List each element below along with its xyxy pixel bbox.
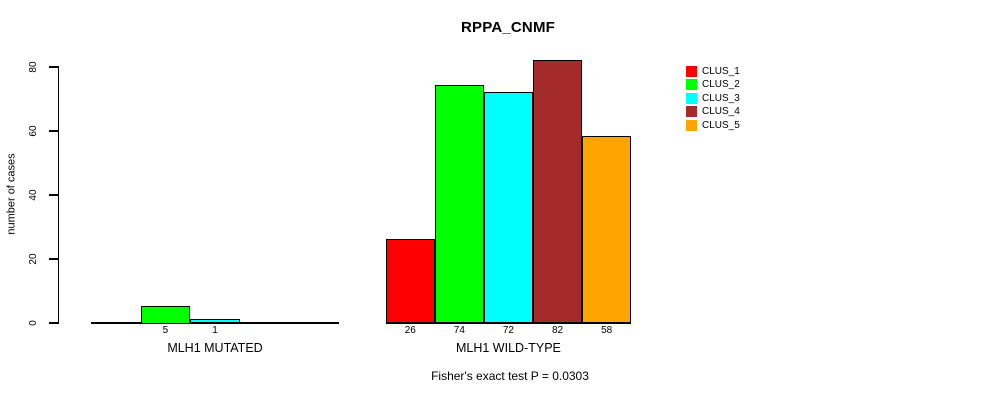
fisher-test-annotation: Fisher's exact test P = 0.0303: [431, 369, 589, 383]
bar-value-label: 82: [551, 325, 564, 336]
legend-entry: CLUS_4: [686, 106, 740, 118]
legend-entry: CLUS_2: [686, 79, 740, 91]
bar-value-label: 26: [404, 325, 416, 336]
bar-clus_3: [190, 318, 240, 324]
bar-value-label: 1: [212, 325, 218, 336]
legend-swatch: [686, 106, 697, 118]
legend-label: CLUS_4: [702, 106, 740, 118]
y-tick-label: 20: [28, 253, 39, 265]
legend-entry: CLUS_1: [686, 66, 740, 78]
bar-value-label: 74: [453, 325, 465, 336]
y-tick: [49, 66, 59, 68]
group-label: MLH1 WILD-TYPE: [455, 341, 561, 355]
y-tick: [49, 258, 59, 260]
legend-swatch: [686, 92, 697, 104]
legend-label: CLUS_1: [702, 66, 740, 77]
bar-clus_3: [483, 91, 533, 324]
legend-swatch: [686, 79, 697, 91]
y-tick: [49, 322, 59, 324]
group-label: MLH1 MUTATED: [167, 341, 263, 355]
bar-value-label: 72: [502, 325, 514, 336]
bar-clus_4: [533, 59, 583, 324]
bar-clus_2: [434, 85, 484, 324]
bar-clus_5: [582, 136, 632, 324]
bar-clus_1: [385, 238, 435, 324]
legend-swatch: [686, 119, 697, 131]
legend-entry: CLUS_5: [686, 119, 740, 131]
y-tick-label: 60: [28, 125, 39, 137]
bar-value-label: 5: [162, 325, 169, 336]
y-tick: [49, 194, 59, 196]
bar-value-label: 58: [601, 325, 613, 336]
legend-entry: CLUS_3: [686, 92, 740, 104]
y-tick-label: 40: [28, 189, 39, 201]
legend-label: CLUS_3: [702, 92, 740, 104]
y-tick-label: 80: [28, 61, 39, 73]
y-tick: [49, 130, 59, 132]
chart-title: RPPA_CNMF: [460, 19, 556, 36]
legend-swatch: [686, 66, 697, 77]
bar-clus_2: [140, 306, 191, 324]
legend-label: CLUS_5: [702, 119, 740, 131]
y-tick-label: 0: [28, 320, 39, 326]
legend-label: CLUS_2: [702, 79, 740, 91]
